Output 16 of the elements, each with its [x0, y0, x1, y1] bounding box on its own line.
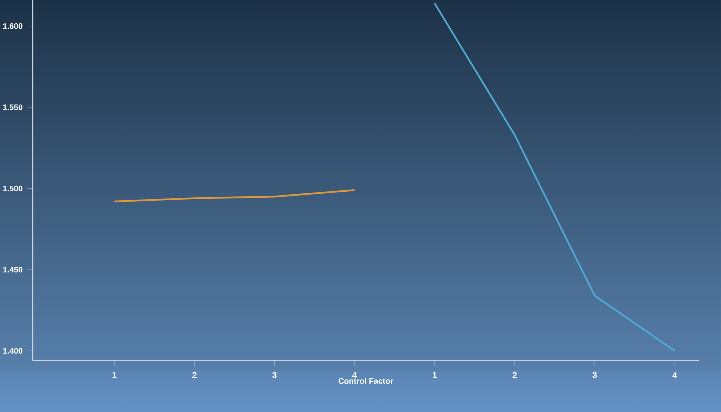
- x-tick-label: 2: [512, 372, 517, 378]
- x-tick-label: 3: [272, 372, 277, 378]
- x-tick-label: 3: [592, 372, 598, 378]
- line-series: [114, 189, 356, 203]
- y-tick-label: 1.550: [3, 104, 23, 110]
- x-axis-title: Control Factor: [338, 378, 394, 384]
- x-tick-label: 4: [352, 372, 358, 378]
- y-tick-label: 1.600: [3, 23, 23, 30]
- x-tick-label: 2: [192, 372, 197, 378]
- x-tick-label: 1: [112, 372, 117, 378]
- x-tick-label: 1: [432, 372, 438, 378]
- y-tick-label: 1.500: [3, 186, 23, 192]
- x-tick-label: 4: [672, 372, 678, 378]
- y-tick-label: 1.400: [3, 348, 23, 354]
- y-tick-label: 1.450: [3, 267, 23, 273]
- line-series: [434, 2, 676, 352]
